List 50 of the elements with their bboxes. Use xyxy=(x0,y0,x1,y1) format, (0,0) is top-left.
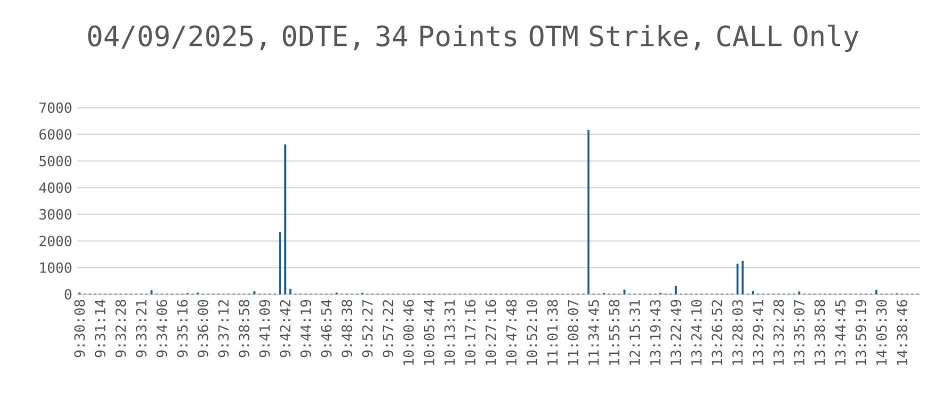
x-tick-label: 10:17:16 xyxy=(464,300,476,365)
x-tick-label: 9:48:38 xyxy=(342,300,352,358)
x-tick-label: 9:30:08 xyxy=(74,300,85,358)
x-tick-label: 13:32:28 xyxy=(773,300,784,365)
x-tick-label: 14:38:46 xyxy=(896,300,908,365)
x-tick-label: 12:15:31 xyxy=(629,300,640,365)
x-tick-label: 13:26:52 xyxy=(712,300,722,365)
x-tick-label: 9:38:58 xyxy=(238,300,250,358)
x-tick-label: 10:47:48 xyxy=(506,300,517,365)
x-tick-label: 13:38:58 xyxy=(814,300,826,365)
x-tick-label: 9:41:09 xyxy=(259,300,270,358)
y-tick-label: 2000 xyxy=(40,236,72,246)
x-tick-label: 13:35:07 xyxy=(794,300,804,365)
x-tick-label: 11:55:58 xyxy=(608,300,620,365)
y-tick-label: 3000 xyxy=(40,209,72,220)
x-tick-label: 13:29:41 xyxy=(752,300,764,365)
x-tick-label: 9:35:16 xyxy=(177,300,188,358)
y-tick-label: 0 xyxy=(64,289,72,300)
x-tick-label: 9:52:27 xyxy=(362,300,373,358)
y-tick-label: 4000 xyxy=(39,182,72,193)
x-tick-label: 11:01:38 xyxy=(547,300,558,365)
y-tick-label: 5000 xyxy=(40,156,72,166)
x-tick-label: 13:22:49 xyxy=(670,300,682,365)
y-tick-label: 6000 xyxy=(39,129,72,140)
x-tick-label: 9:42:42 xyxy=(280,300,290,358)
x-tick-label: 14:05:30 xyxy=(876,300,887,365)
x-tick-label: 10:13:31 xyxy=(444,300,455,365)
x-tick-label: 9:36:00 xyxy=(198,300,208,358)
x-tick-label: 13:24:10 xyxy=(691,300,702,365)
x-tick-label: 13:44:45 xyxy=(835,300,846,365)
x-tick-label: 9:37:12 xyxy=(218,300,229,358)
x-tick-label: 13:59:19 xyxy=(856,300,866,365)
x-tick-label: 9:32:28 xyxy=(115,300,126,358)
x-tick-label: 10:00:46 xyxy=(403,300,414,365)
x-tick-label: 10:05:44 xyxy=(424,300,434,365)
x-tick-label: 13:28:03 xyxy=(732,300,743,365)
x-tick-label: 9:33:21 xyxy=(136,300,147,358)
x-tick-label: 11:34:45 xyxy=(588,300,599,365)
y-tick-label: 7000 xyxy=(40,102,72,113)
x-tick-label: 13:19:43 xyxy=(650,300,661,365)
x-tick-label: 9:57:22 xyxy=(382,300,394,358)
x-tick-label: 10:27:16 xyxy=(486,300,496,365)
x-tick-label: 10:52:10 xyxy=(526,300,538,365)
chart-title: 04/09/2025, 0DTE, 34 Points OTM Strike, CALL Only xyxy=(88,24,859,52)
x-tick-label: 9:46:54 xyxy=(321,300,332,358)
x-tick-label: 9:31:14 xyxy=(94,300,106,358)
x-tick-label: 11:08:07 xyxy=(568,300,578,365)
x-tick-label: 9:44:19 xyxy=(300,300,312,358)
y-tick-label: 1000 xyxy=(40,262,72,273)
x-tick-label: 9:34:06 xyxy=(156,300,168,358)
